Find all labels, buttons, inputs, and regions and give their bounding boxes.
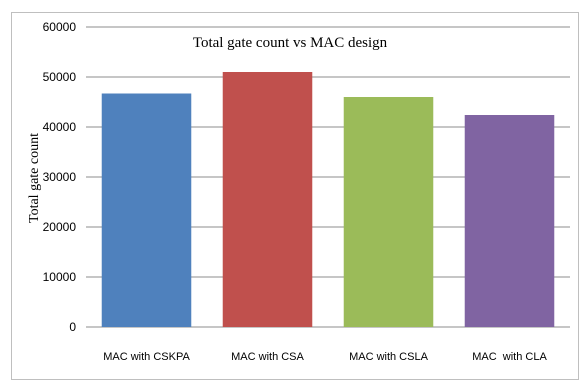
bar: [101, 93, 192, 327]
x-category-label: MAC with CSLA: [349, 351, 429, 363]
y-tick-label: 60000: [43, 20, 77, 34]
bar: [464, 115, 555, 327]
y-tick-label: 40000: [43, 120, 77, 134]
y-tick-label: 0: [69, 320, 76, 334]
y-tick-label: 10000: [43, 270, 77, 284]
y-tick-label: 30000: [43, 170, 77, 184]
y-tick-label: 50000: [43, 70, 77, 84]
x-category-labels: MAC with CSKPA MAC with CSA MAC with CSLA M…: [103, 351, 547, 363]
x-category-label: MAC with CLA: [472, 351, 547, 363]
x-category-label: MAC with CSKPA: [103, 351, 190, 363]
y-axis-label: Total gate count: [27, 133, 42, 223]
y-tick-labels: 0 10000 20000 30000 40000 50000 60000: [43, 20, 77, 334]
x-category-label: MAC with CSA: [231, 351, 304, 363]
bars: [101, 72, 555, 327]
y-tick-label: 20000: [43, 220, 77, 234]
bar: [343, 97, 434, 327]
bar: [222, 72, 313, 327]
chart-title: Total gate count vs MAC design: [193, 35, 388, 51]
